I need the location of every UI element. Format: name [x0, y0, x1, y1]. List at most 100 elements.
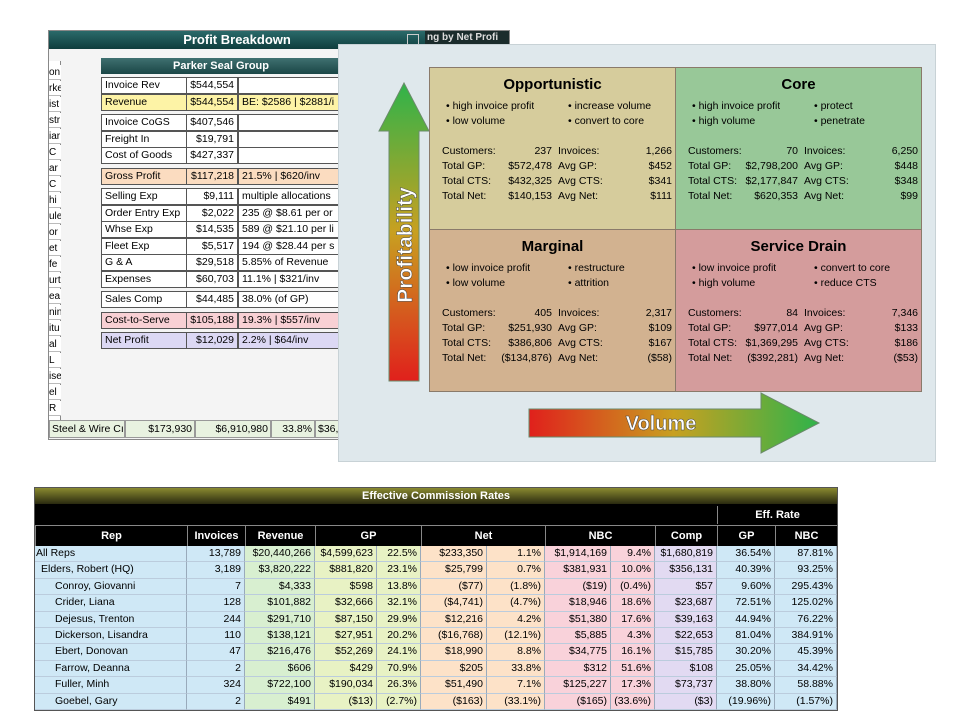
stat-value: $432,325 — [508, 175, 552, 187]
bullet-text: attrition — [574, 277, 610, 289]
stat-label: Avg CTS: — [804, 175, 849, 187]
table-cell: $381,931 — [545, 562, 611, 579]
table-cell: $73,737 — [655, 677, 717, 694]
table-cell: 17.3% — [611, 677, 655, 694]
parker-cell: 19.3% | $557/inv — [238, 311, 340, 329]
table-cell: $1,914,169 — [545, 546, 611, 563]
table-cell: Crider, Liana — [35, 595, 187, 612]
stat-value: 1,266 — [645, 145, 672, 157]
parker-cell: 235 @ $8.61 per or — [238, 204, 340, 222]
bullet-text: high volume — [698, 277, 756, 289]
stat-value: $167 — [648, 337, 672, 349]
table-cell: (12.1%) — [487, 628, 545, 645]
quadrant-title: Marginal — [521, 238, 584, 255]
side-fragment: ise — [49, 369, 61, 384]
table-cell: ($13) — [315, 693, 377, 710]
stat-label: Invoices: — [804, 307, 846, 319]
table-cell: Ebert, Donovan — [35, 644, 187, 661]
table-cell: 58.88% — [775, 677, 837, 694]
table-cell: $356,131 — [655, 562, 717, 579]
table-cell: 324 — [187, 677, 245, 694]
stat-label: Avg Net: — [804, 190, 845, 202]
side-fragment: ar — [49, 161, 61, 176]
table-cell: 45.39% — [775, 644, 837, 661]
table-cell: (2.7%) — [377, 693, 421, 710]
table-cell: 24.1% — [377, 644, 421, 661]
bullet: • low invoice profit — [692, 262, 777, 274]
side-fragment: al — [49, 337, 61, 352]
table-cell: $312 — [545, 660, 611, 678]
table-cell: 1.1% — [487, 546, 545, 563]
table-cell: (1.8%) — [487, 578, 545, 596]
table-cell: $722,100 — [245, 677, 315, 694]
stat-value: 84 — [786, 307, 798, 319]
side-fragment: nin — [49, 305, 61, 320]
table-cell: $18,946 — [545, 595, 611, 612]
stat-label: Avg CTS: — [558, 337, 603, 349]
stat-label: Customers: — [442, 145, 496, 157]
table-cell: $881,820 — [315, 562, 377, 579]
table-cell: Farrow, Deanna — [35, 660, 187, 678]
stat-value: 7,346 — [891, 307, 918, 319]
stat-value: $452 — [648, 160, 672, 172]
stat-value: $386,806 — [508, 337, 552, 349]
stat-value: $341 — [648, 175, 672, 187]
parker-cell: $29,518 — [186, 254, 238, 271]
stat-label: Total Net: — [442, 352, 487, 364]
bullet: • increase volume — [568, 100, 652, 112]
bullet-text: high invoice profit — [452, 100, 535, 112]
column-header: Net — [421, 525, 545, 546]
side-fragment: C — [49, 177, 61, 192]
stat-label: Customers: — [688, 307, 742, 319]
table-cell: 47 — [187, 644, 245, 661]
title-bar: Profit Breakdown — [49, 31, 425, 49]
table-cell: ($163) — [421, 693, 487, 710]
side-fragment: on — [49, 65, 61, 80]
table-cell: $108 — [655, 660, 717, 678]
stat-value: $251,930 — [508, 322, 552, 334]
side-fragment: or — [49, 225, 61, 240]
table-cell: ($165) — [545, 693, 611, 710]
profitability-arrow — [378, 81, 430, 382]
table-cell: $125,227 — [545, 677, 611, 694]
bullet: • convert to core — [568, 115, 645, 127]
table-cell: $23,687 — [655, 595, 717, 612]
stat-label: Invoices: — [804, 145, 846, 157]
table-title: Effective Commission Rates — [35, 488, 837, 504]
table-cell: 44.94% — [717, 611, 775, 628]
table-cell: Dejesus, Trenton — [35, 611, 187, 628]
bullet-text: convert to core — [574, 115, 645, 127]
bullet: • low volume — [446, 115, 506, 127]
bullet: • convert to core — [814, 262, 891, 274]
table-cell: $57 — [655, 578, 717, 596]
table-cell: 10.0% — [611, 562, 655, 579]
table-cell: ($3) — [655, 693, 717, 710]
parker-cell — [238, 77, 340, 94]
quadrant-title: Opportunistic — [503, 76, 602, 93]
parker-cell: Sales Comp — [101, 291, 187, 308]
stat-label: Total CTS: — [442, 337, 492, 349]
stat-value: $2,798,200 — [745, 160, 798, 172]
stat-value: $186 — [894, 337, 918, 349]
table-cell: 26.3% — [377, 677, 421, 694]
side-fragment: fe — [49, 257, 61, 272]
table-cell: $32,666 — [315, 595, 377, 612]
stat-label: Total Net: — [688, 352, 733, 364]
side-fragment: C — [49, 145, 61, 160]
parker-cell — [238, 114, 340, 131]
column-header: GP — [315, 525, 421, 546]
table-cell: $39,163 — [655, 611, 717, 628]
table-cell: $27,951 — [315, 628, 377, 645]
side-fragment: str — [49, 113, 61, 128]
parker-cell: $60,703 — [186, 270, 238, 288]
parker-cell: Invoice Rev — [101, 77, 187, 94]
stat-label: Total CTS: — [688, 337, 738, 349]
quadrant: Opportunistic • high invoice profit • low … — [429, 67, 676, 230]
parker-cell: Invoice CoGS — [101, 114, 187, 131]
parker-cell: Fleet Exp — [101, 237, 187, 255]
table-cell: 30.20% — [717, 644, 775, 661]
table-cell: 23.1% — [377, 562, 421, 579]
stat-value: $1,369,295 — [745, 337, 798, 349]
table-cell: $4,333 — [245, 578, 315, 596]
stat-label: Invoices: — [558, 307, 600, 319]
